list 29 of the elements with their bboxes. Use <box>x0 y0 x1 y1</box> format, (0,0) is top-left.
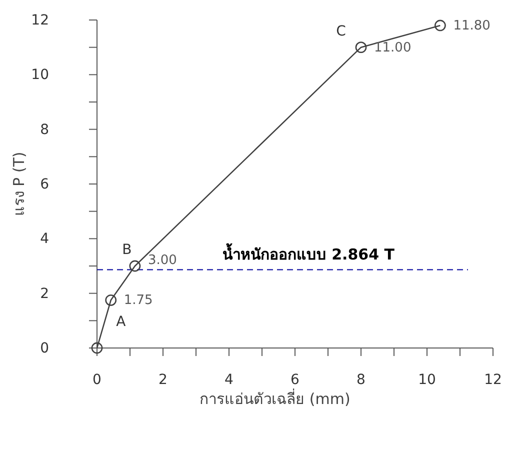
x-tick-label: 0 <box>92 372 102 388</box>
annotation: C <box>336 23 346 40</box>
y-axis-title: แรง P (T) <box>10 152 28 216</box>
annotation: B <box>122 242 132 258</box>
x-tick-label: 12 <box>484 372 502 388</box>
y-tick-label: 2 <box>40 286 49 302</box>
x-axis-title: การแอ่นตัวเฉลี่ย (mm) <box>200 388 350 408</box>
x-tick-label: 4 <box>224 372 234 388</box>
y-tick-label: 4 <box>40 231 50 248</box>
x-tick-label: 8 <box>356 372 366 388</box>
y-tick-label: 6 <box>40 176 50 192</box>
y-tick-label: 8 <box>40 122 49 138</box>
point <box>434 20 446 32</box>
x-tick-label: 10 <box>418 372 436 388</box>
point <box>129 260 141 272</box>
y-tick-label: 12 <box>31 12 49 28</box>
annotation: A <box>116 314 126 330</box>
point <box>91 342 103 354</box>
point <box>105 294 117 306</box>
x-tick-label: 2 <box>158 372 168 388</box>
y-tick-label: 0 <box>40 340 49 356</box>
x-tick-label: 6 <box>290 372 300 388</box>
y-tick-label: 10 <box>31 67 49 84</box>
data-label: 1.75 <box>124 293 153 308</box>
ref-line-label: น้ำหนักออกแบบ 2.864 T <box>222 242 396 264</box>
data-label: 11.80 <box>453 18 490 34</box>
data-label: 11.00 <box>374 40 412 56</box>
point <box>355 42 367 54</box>
data-label: 3.00 <box>148 253 177 268</box>
